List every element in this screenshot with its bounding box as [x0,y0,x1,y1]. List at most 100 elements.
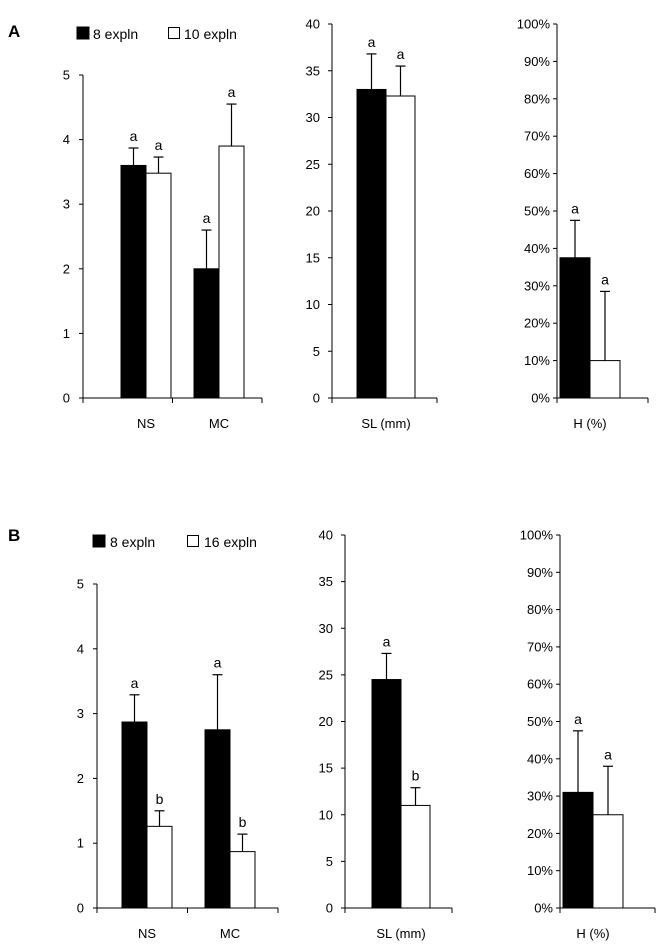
legend-b-label-2: 16 expln [204,534,257,550]
y-tick-label: 0% [534,901,553,916]
bar-series-1 [204,729,231,909]
y-tick-label: 0 [63,391,70,406]
y-tick-label: 20 [319,714,333,729]
legend-a-swatch-1 [76,26,90,40]
y-tick-label: 30% [527,789,553,804]
y-tick-label: 10% [524,353,550,368]
bar-series-2 [218,145,245,399]
significance-label: a [604,746,612,762]
y-tick-label: 50% [524,204,550,219]
legend-a-swatch-2 [168,27,180,39]
y-tick-label: 100% [520,528,554,543]
chart-4: 0 1 2 3 4 5 a b NS a b MC [77,577,279,941]
y-tick-label: 5 [313,344,320,359]
bar-series-1 [562,791,594,909]
y-tick-label: 90% [527,565,553,580]
y-tick-label: 30% [524,278,550,293]
x-category-label: NS [138,926,156,941]
y-tick-label: 80% [527,602,553,617]
significance-label: a [383,633,391,649]
y-tick-label: 60% [524,166,550,181]
y-tick-label: 40% [524,241,550,256]
y-tick-label: 2 [63,261,70,276]
bar-series-2 [229,851,256,909]
y-tick-label: 5 [326,854,333,869]
bar-series-2 [400,804,431,909]
significance-label: a [155,137,163,153]
bar-series-1 [193,268,220,399]
chart-6: 0% 10% 20% 30% 40% 50% 60% 70% 80% 90% 100% a a H (%) [520,528,656,941]
y-tick-label: 4 [77,641,84,656]
bar-series-1 [559,257,591,399]
significance-label: a [368,34,376,50]
legend-b-swatch-2 [187,535,199,547]
y-tick-label: 40% [527,751,553,766]
y-tick-label: 70% [527,639,553,654]
chart-5: 0 5 10 15 20 25 30 35 40 a b SL (mm) [319,528,453,941]
significance-label: a [397,46,405,62]
y-tick-label: 0 [77,901,84,916]
y-tick-label: 30 [306,110,320,125]
y-tick-label: 40 [319,528,333,543]
significance-label: a [601,271,609,287]
x-category-label: MC [209,416,229,431]
x-category-label: H (%) [576,926,609,941]
bar-series-2 [589,360,621,399]
legend-a-label-2: 10 expln [184,26,237,42]
significance-label: a [130,128,138,144]
significance-label: b [156,791,164,807]
x-category-label: H (%) [573,416,606,431]
significance-label: a [203,210,211,226]
significance-label: a [131,675,139,691]
y-tick-label: 70% [524,129,550,144]
bar-series-2 [385,95,416,399]
chart-1: 0 1 2 3 4 5 a a NS a a MC [63,68,263,431]
y-tick-label: 15 [319,761,333,776]
panel-letter-b: B [8,526,20,545]
y-tick-label: 50% [527,714,553,729]
y-tick-label: 0 [326,901,333,916]
y-tick-label: 2 [77,771,84,786]
legend-b: 8 expln 16 expln [92,534,257,550]
y-tick-label: 3 [63,197,70,212]
y-tick-label: 1 [63,326,70,341]
y-tick-label: 5 [77,577,84,592]
y-tick-label: 0 [313,391,320,406]
y-tick-label: 80% [524,91,550,106]
significance-label: a [228,84,236,100]
y-tick-label: 20% [527,826,553,841]
y-tick-label: 40 [306,17,320,32]
y-tick-label: 10 [306,297,320,312]
y-tick-label: 10% [527,863,553,878]
significance-label: b [412,768,420,784]
significance-label: a [574,711,582,727]
y-tick-label: 3 [77,706,84,721]
bar-series-1 [121,721,148,909]
significance-label: a [214,655,222,671]
y-tick-label: 10 [319,807,333,822]
legend-b-swatch-1 [92,534,106,548]
bar-series-2 [145,172,172,399]
y-tick-label: 90% [524,54,550,69]
x-category-label: SL (mm) [361,416,410,431]
panel-letter-a: A [8,22,20,41]
y-tick-label: 4 [63,132,70,147]
bar-series-1 [356,88,387,399]
y-tick-label: 35 [306,63,320,78]
legend-a: 8 expln 10 expln [76,26,237,42]
x-category-label: NS [137,416,155,431]
x-category-label: SL (mm) [376,926,425,941]
y-tick-label: 100% [517,17,551,32]
bar-series-2 [592,814,624,909]
y-tick-label: 25 [319,667,333,682]
y-tick-label: 1 [77,836,84,851]
bar-series-2 [146,825,173,909]
legend-a-label-1: 8 expln [93,26,138,42]
bar-series-1 [120,164,147,399]
y-tick-label: 35 [319,574,333,589]
y-tick-label: 60% [527,677,553,692]
y-tick-label: 30 [319,621,333,636]
y-tick-label: 20 [306,204,320,219]
y-tick-label: 20% [524,316,550,331]
